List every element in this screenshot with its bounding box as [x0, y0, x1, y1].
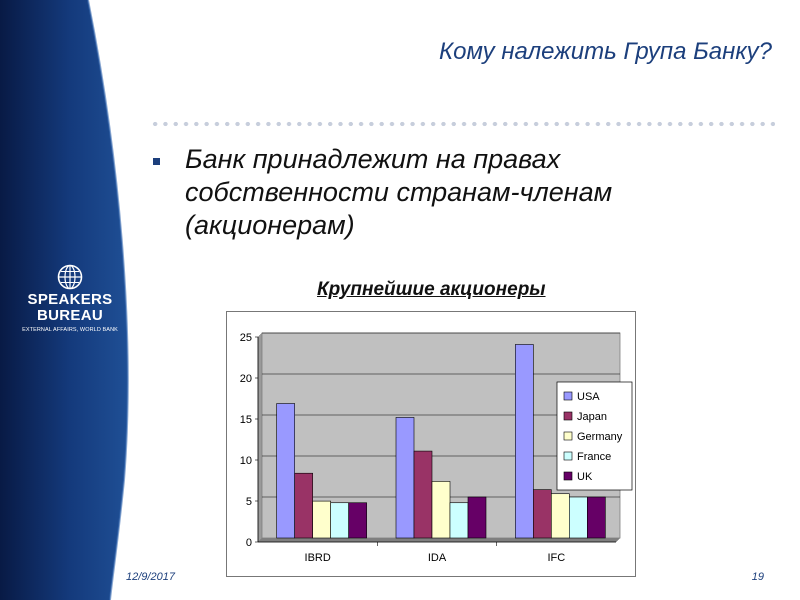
bar-germany-ibrd — [312, 500, 331, 539]
footer-date: 12/9/2017 — [126, 571, 175, 583]
bar-germany-ida — [431, 481, 451, 539]
bar-chart: 0 5 10 15 20 25 IBRD IDA IFC USA Japan Germany Franc… — [240, 332, 633, 564]
legend-swatch-japan — [563, 411, 573, 421]
logo-line-bureau: BUREAU — [37, 307, 103, 324]
dotted-divider — [150, 121, 775, 127]
legend-label-usa: USA — [577, 391, 600, 403]
legend-swatch-usa — [563, 391, 573, 401]
bar-uk-ida — [467, 496, 487, 539]
globe-icon — [57, 264, 83, 290]
logo-line-speakers: SPEAKERS — [27, 291, 113, 308]
page-number: 19 — [751, 571, 764, 583]
legend-swatch-uk — [563, 471, 573, 481]
speakers-bureau-logo: SPEAKERS BUREAU EXTERNAL AFFAIRS, WORLD … — [20, 264, 120, 334]
y-tick-label: 20 — [240, 373, 252, 385]
bar-germany-ifc — [551, 493, 570, 539]
bar-france-ibrd — [330, 502, 349, 539]
legend-swatch-germany — [563, 431, 573, 441]
legend-label-germany: Germany — [577, 431, 623, 443]
x-tick-label: IBRD — [305, 552, 331, 564]
plot-floor — [257, 537, 621, 543]
y-tick-label: 10 — [240, 455, 252, 467]
y-tick-label: 15 — [240, 414, 252, 426]
plot-side-wall — [257, 332, 263, 543]
bullet-marker — [153, 158, 160, 165]
x-tick-label: IFC — [547, 552, 565, 564]
bar-japan-ifc — [533, 489, 552, 539]
y-tick-label: 5 — [246, 496, 252, 508]
chart-frame: 0 5 10 15 20 25 IBRD IDA IFC USA Japan Germany Franc… — [226, 311, 636, 577]
bar-japan-ibrd — [294, 472, 313, 539]
bar-france-ifc — [569, 496, 588, 539]
bar-japan-ida — [413, 450, 433, 539]
bar-usa-ida — [395, 417, 415, 539]
legend-label-japan: Japan — [577, 411, 607, 423]
legend-label-france: France — [577, 451, 611, 463]
chart-title: Крупнейшие акционеры — [317, 279, 546, 300]
bullet-text: Банк принадлежит на правах собственности… — [185, 144, 613, 240]
legend-label-uk: UK — [577, 471, 593, 483]
bar-uk-ifc — [587, 496, 606, 539]
logo-subline: EXTERNAL AFFAIRS, WORLD BANK — [22, 327, 118, 333]
bar-france-ida — [449, 502, 469, 539]
x-tick-label: IDA — [428, 552, 447, 564]
y-tick-label: 25 — [240, 332, 252, 344]
slide-title: Кому належить Група Банку? — [438, 38, 772, 65]
bar-usa-ibrd — [276, 403, 295, 539]
legend-swatch-france — [563, 451, 573, 461]
bar-uk-ibrd — [348, 502, 367, 539]
bar-usa-ifc — [515, 344, 534, 539]
y-tick-label: 0 — [246, 537, 252, 549]
